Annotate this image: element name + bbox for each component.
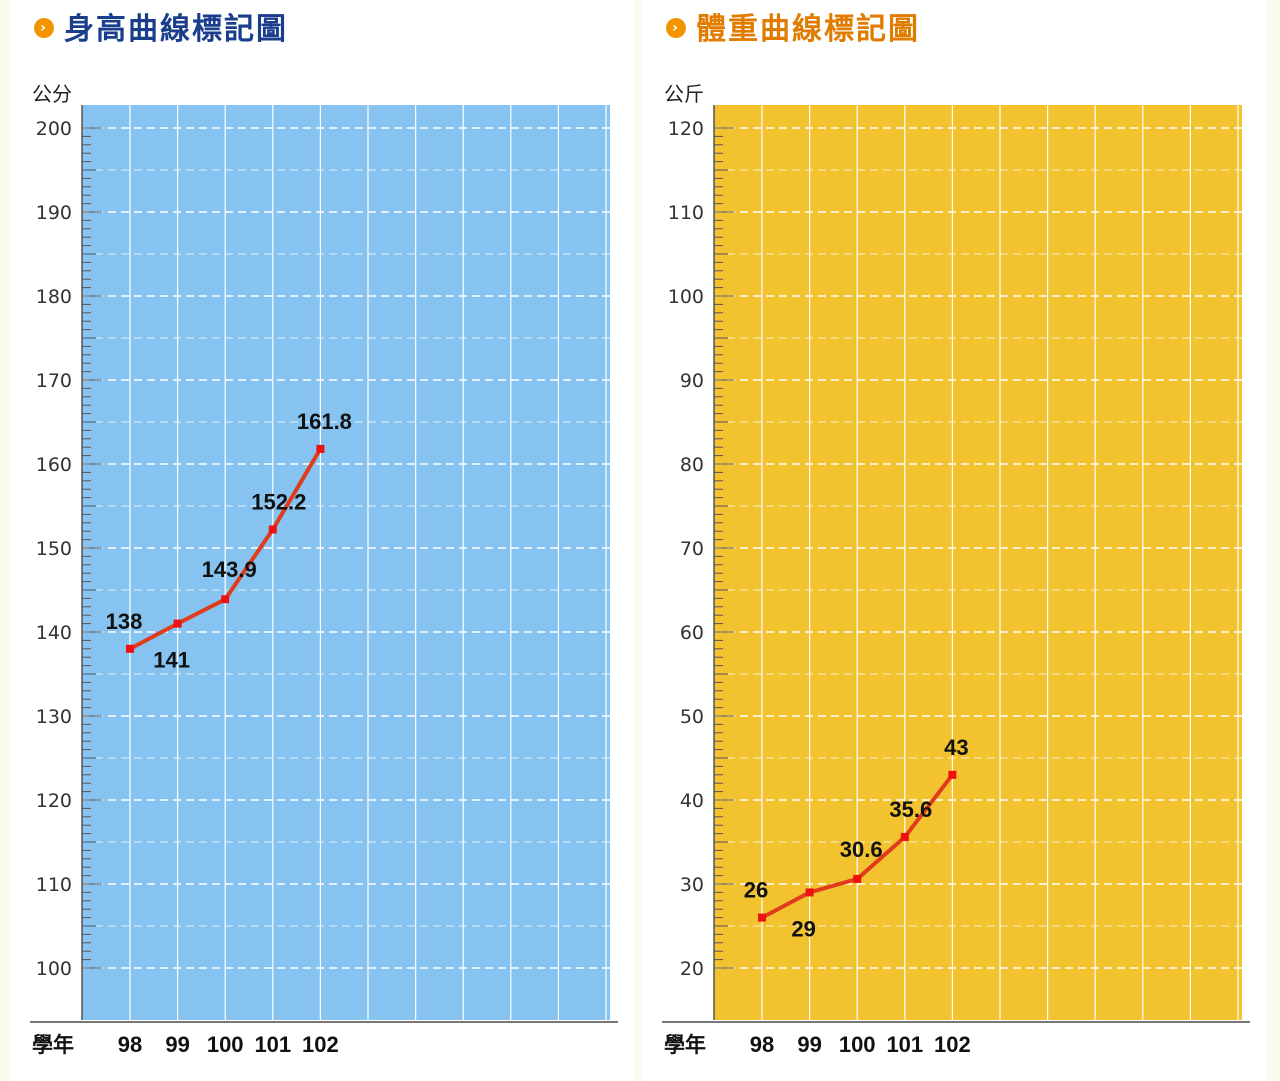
weight-y-tick-label: 20 <box>680 958 704 980</box>
height-data-point <box>221 595 230 604</box>
weight-data-point <box>900 832 909 841</box>
weight-y-tick-label: 90 <box>680 370 704 392</box>
weight-data-label: 29 <box>791 916 815 941</box>
height-data-point <box>126 644 134 653</box>
height-y-tick-label: 180 <box>36 286 72 308</box>
height-chart-title: › 身高曲線標記圖 <box>34 10 288 50</box>
height-y-tick-label: 160 <box>36 454 72 476</box>
height-y-tick-label: 200 <box>36 118 72 140</box>
weight-chart-panel: › 體重曲線標記圖 公斤 120 110 100 90 80 70 60 50 40 30 20 學年 9… <box>642 0 1267 1081</box>
weight-data-point <box>853 874 862 883</box>
height-plot-background <box>82 105 610 1020</box>
weight-y-tick-label: 50 <box>680 706 704 728</box>
weight-y-tick-label: 30 <box>680 874 704 896</box>
weight-chart-title-text: 體重曲線標記圖 <box>696 12 920 47</box>
height-y-tick-label: 170 <box>36 370 72 392</box>
weight-data-point <box>758 913 766 922</box>
height-data-label: 152.2 <box>251 490 306 515</box>
weight-y-tick-label: 100 <box>668 286 704 308</box>
height-data-label: 141 <box>153 648 190 673</box>
height-data-point <box>173 619 182 628</box>
arrow-bullet-icon: › <box>666 17 686 38</box>
weight-unit-label: 公斤 <box>664 82 704 106</box>
height-x-tick-label: 100 <box>207 1032 244 1057</box>
height-data-point <box>316 444 325 453</box>
height-y-tick-label: 100 <box>36 958 72 980</box>
height-data-point <box>268 525 277 534</box>
weight-data-label: 35.6 <box>889 797 932 822</box>
weight-chart-svg: 120 110 100 90 80 70 60 50 40 30 20 學年 98 99 100 101 102… <box>662 105 1250 1057</box>
weight-y-tick-label: 120 <box>668 118 704 140</box>
weight-chart-title: › 體重曲線標記圖 <box>666 10 920 50</box>
height-y-tick-label: 150 <box>36 538 72 560</box>
height-y-tick-label: 130 <box>36 706 72 728</box>
weight-data-label: 43 <box>944 735 968 760</box>
height-chart-title-text: 身高曲線標記圖 <box>64 12 288 47</box>
height-x-tick-label: 101 <box>254 1032 291 1057</box>
weight-x-tick-label: 99 <box>797 1032 821 1057</box>
height-chart-svg: 200 190 180 170 160 150 140 130 120 110 100 學年 98 99 1… <box>30 105 618 1057</box>
height-data-label: 138 <box>106 609 143 634</box>
weight-x-tick-label: 98 <box>750 1032 774 1057</box>
weight-y-tick-label: 40 <box>680 790 704 812</box>
weight-x-tick-label: 101 <box>886 1032 923 1057</box>
weight-x-axis-label: 學年 <box>664 1033 706 1057</box>
height-data-label: 161.8 <box>297 409 352 434</box>
weight-data-point <box>948 770 957 779</box>
height-x-axis-label: 學年 <box>32 1033 74 1057</box>
weight-x-tick-label: 102 <box>934 1032 971 1057</box>
weight-y-tick-label: 60 <box>680 622 704 644</box>
weight-x-tick-label: 100 <box>839 1032 876 1057</box>
weight-y-tick-label: 110 <box>668 202 704 224</box>
height-x-tick-label: 102 <box>302 1032 339 1057</box>
weight-data-label: 30.6 <box>840 837 883 862</box>
height-data-label: 143.9 <box>202 557 257 582</box>
weight-data-point <box>805 888 814 897</box>
weight-data-label: 26 <box>744 878 768 903</box>
weight-plot-background <box>714 105 1242 1020</box>
height-chart-panel: › 身高曲線標記圖 公分 200 190 180 170 160 150 140 130 120 1… <box>10 0 635 1081</box>
weight-y-tick-label: 70 <box>680 538 704 560</box>
height-unit-label: 公分 <box>32 82 72 106</box>
weight-y-tick-label: 80 <box>680 454 704 476</box>
height-x-tick-label: 98 <box>118 1032 142 1057</box>
arrow-bullet-icon: › <box>34 17 54 38</box>
height-y-tick-label: 190 <box>36 202 72 224</box>
height-y-tick-label: 110 <box>36 874 72 896</box>
height-y-tick-label: 140 <box>36 622 72 644</box>
height-x-tick-label: 99 <box>165 1032 189 1057</box>
height-y-tick-label: 120 <box>36 790 72 812</box>
